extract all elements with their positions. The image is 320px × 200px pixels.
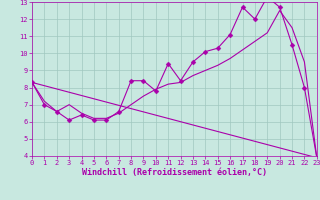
X-axis label: Windchill (Refroidissement éolien,°C): Windchill (Refroidissement éolien,°C) xyxy=(82,168,267,177)
